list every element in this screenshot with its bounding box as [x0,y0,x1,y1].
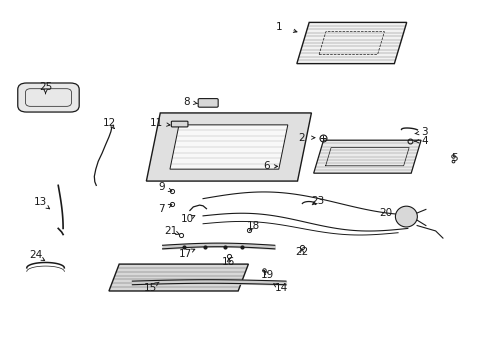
Text: 18: 18 [246,221,259,231]
Text: 19: 19 [261,270,274,280]
Text: 21: 21 [163,226,177,236]
Polygon shape [313,140,420,173]
Polygon shape [170,125,287,169]
Text: 24: 24 [29,250,42,260]
Text: 4: 4 [421,136,427,146]
Polygon shape [109,264,248,291]
Text: 14: 14 [274,283,287,293]
Text: 25: 25 [39,82,52,93]
Text: 15: 15 [144,283,157,293]
Text: 5: 5 [450,153,457,163]
FancyBboxPatch shape [198,99,218,107]
Text: 7: 7 [158,204,164,214]
Text: 6: 6 [263,161,269,171]
Text: 23: 23 [310,196,324,206]
Text: 11: 11 [150,118,163,128]
Text: 8: 8 [183,97,190,107]
Text: 1: 1 [276,22,283,32]
Text: 20: 20 [379,208,392,218]
Polygon shape [296,22,406,64]
Text: 2: 2 [298,133,305,143]
Text: 16: 16 [222,257,235,267]
Text: 12: 12 [102,118,115,128]
Text: 9: 9 [158,182,164,192]
Text: 10: 10 [180,215,193,224]
Text: 3: 3 [421,127,427,137]
Text: 22: 22 [295,247,308,257]
FancyBboxPatch shape [171,121,187,127]
FancyBboxPatch shape [18,83,79,112]
Ellipse shape [395,206,416,227]
Text: 13: 13 [34,197,47,207]
Text: 17: 17 [178,248,191,258]
Polygon shape [146,113,311,181]
